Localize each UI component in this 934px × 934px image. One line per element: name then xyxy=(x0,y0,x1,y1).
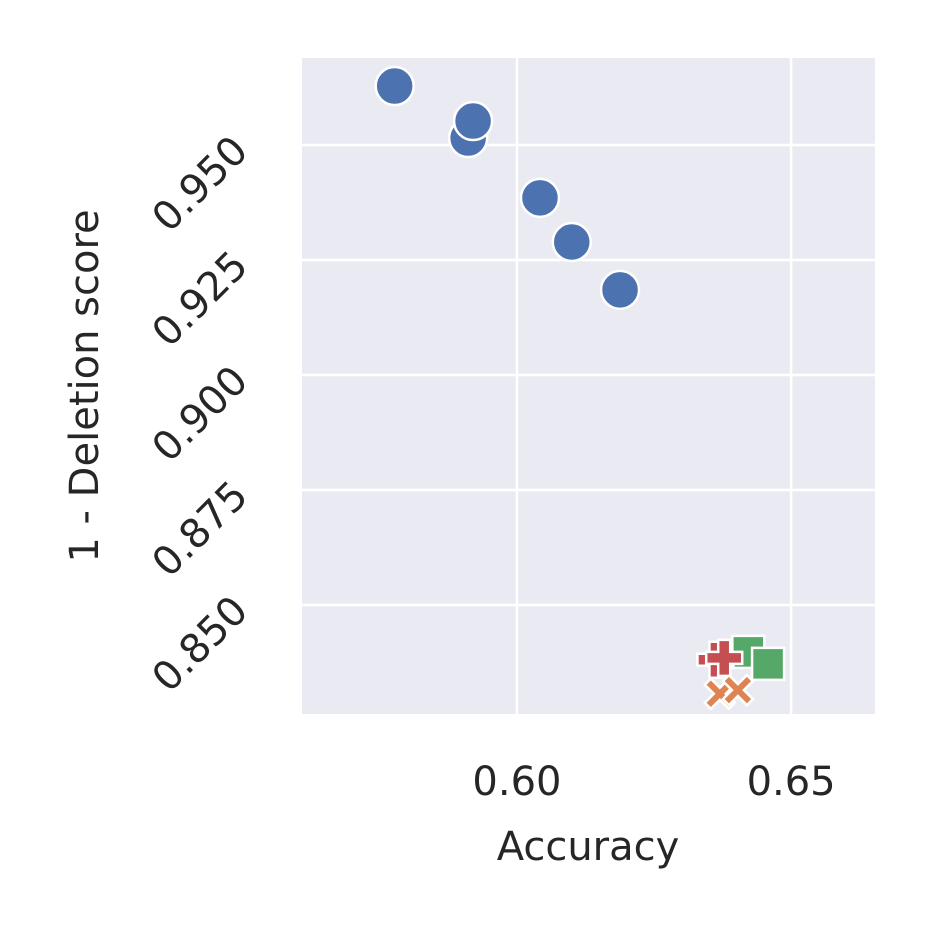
x-axis-label: Accuracy xyxy=(497,824,680,870)
y-tick-label: 0.950 xyxy=(144,127,258,241)
point xyxy=(599,269,641,311)
y-tick-label: 0.900 xyxy=(144,358,258,472)
y-axis-label: 1 - Deletion score xyxy=(62,209,108,562)
y-tick-label: 0.850 xyxy=(144,588,258,702)
x-tick-label: 0.60 xyxy=(472,759,561,805)
y-tick-label: 0.925 xyxy=(144,242,258,356)
point xyxy=(519,177,561,219)
marks xyxy=(374,65,786,711)
point xyxy=(374,65,415,107)
point xyxy=(551,221,593,263)
point xyxy=(750,646,786,682)
x-tick-label: 0.65 xyxy=(747,759,836,805)
y-tick-label: 0.875 xyxy=(144,473,258,587)
point xyxy=(452,100,494,142)
grid xyxy=(302,58,875,714)
plot-area xyxy=(302,58,875,714)
point xyxy=(704,638,744,678)
